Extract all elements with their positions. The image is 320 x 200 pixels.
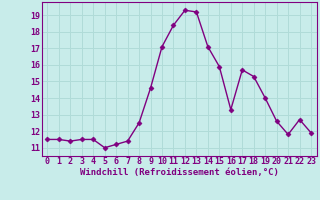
X-axis label: Windchill (Refroidissement éolien,°C): Windchill (Refroidissement éolien,°C) <box>80 168 279 177</box>
